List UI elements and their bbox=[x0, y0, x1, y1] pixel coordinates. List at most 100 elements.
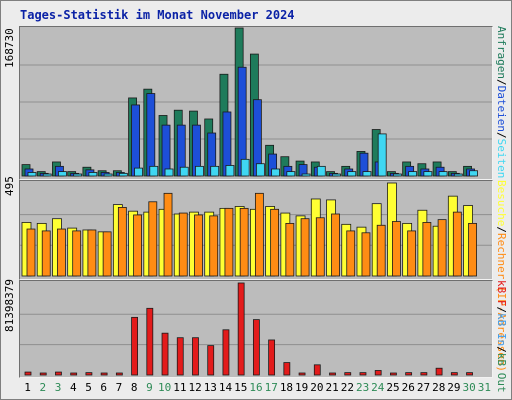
bar-kb-f-day-13 bbox=[207, 345, 215, 376]
day-label-14: 14 bbox=[218, 381, 233, 394]
bar-kb-f-day-19 bbox=[298, 372, 306, 376]
day-label-12: 12 bbox=[188, 381, 202, 394]
bar-kb-f-day-12 bbox=[192, 337, 199, 376]
day-label-13: 13 bbox=[203, 381, 217, 394]
day-label-23: 23 bbox=[355, 381, 370, 394]
bar-seiten-day-7 bbox=[118, 172, 128, 177]
page-title: Tages-Statistik im Monat November 2024 bbox=[20, 8, 295, 22]
bar-kb-f-day-22 bbox=[344, 372, 352, 376]
bar-rechner-day-3 bbox=[57, 228, 66, 277]
bar-seiten-day-21 bbox=[332, 173, 341, 177]
bar-rechner-day-11 bbox=[178, 212, 188, 277]
bar-seiten-day-14 bbox=[225, 165, 235, 177]
day-label-17: 17 bbox=[264, 381, 278, 394]
bar-seiten-day-16 bbox=[255, 163, 265, 177]
bar-seiten-day-23 bbox=[362, 171, 372, 177]
bar-seiten-day-25 bbox=[393, 173, 402, 177]
bar-seiten-day-4 bbox=[73, 173, 83, 177]
day-label-1: 1 bbox=[24, 381, 31, 394]
day-label-24: 24 bbox=[371, 381, 385, 394]
bar-seiten-day-2 bbox=[42, 173, 52, 177]
bar-kb-f-day-25 bbox=[390, 372, 397, 376]
bar-rechner-day-16 bbox=[254, 192, 264, 277]
bar-rechner-day-21 bbox=[331, 213, 340, 277]
bar-seiten-day-27 bbox=[423, 171, 433, 177]
bar-rechner-day-20 bbox=[315, 217, 325, 277]
bar-seiten-day-26 bbox=[408, 171, 418, 177]
bar-rechner-day-1 bbox=[26, 228, 36, 277]
bar-rechner-day-23 bbox=[361, 232, 371, 277]
bar-seiten-day-28 bbox=[438, 171, 448, 177]
bar-seiten-day-20 bbox=[316, 165, 326, 177]
bar-rechner-day-30 bbox=[468, 222, 477, 277]
day-label-11: 11 bbox=[173, 381, 187, 394]
bar-kb-f-day-14 bbox=[222, 329, 230, 376]
bar-seiten-day-29 bbox=[453, 173, 463, 177]
day-label-22: 22 bbox=[340, 381, 354, 394]
bar-rechner-day-14 bbox=[224, 207, 234, 277]
bar-kb-f-day-10 bbox=[161, 332, 169, 376]
bar-seiten-day-19 bbox=[301, 173, 311, 177]
bar-rechner-day-29 bbox=[452, 211, 462, 277]
bar-rechner-day-8 bbox=[133, 214, 142, 277]
bar-seiten-day-8 bbox=[134, 167, 143, 177]
bar-rechner-day-22 bbox=[346, 230, 356, 277]
day-label-21: 21 bbox=[325, 381, 339, 394]
day-label-29: 29 bbox=[447, 381, 461, 394]
bar-seiten-day-11 bbox=[179, 166, 189, 177]
bar-rechner-day-19 bbox=[300, 218, 310, 277]
bar-kb-f-day-7 bbox=[115, 372, 123, 376]
bar-seiten-day-1 bbox=[27, 172, 37, 177]
bar-rechner-day-27 bbox=[422, 222, 432, 277]
bar-seiten-day-12 bbox=[195, 165, 204, 177]
bar-rechner-day-28 bbox=[437, 219, 447, 277]
bar-kb-f-day-24 bbox=[374, 370, 382, 376]
bar-dateien-day-10 bbox=[161, 124, 171, 177]
bar-kb-f-day-26 bbox=[405, 372, 413, 376]
bar-kb-f-day-1 bbox=[24, 371, 32, 376]
bar-kb-f-day-2 bbox=[39, 372, 47, 376]
bar-kb-f-day-5 bbox=[85, 372, 93, 376]
bar-seiten-day-13 bbox=[210, 165, 220, 177]
bar-kb-f-day-23 bbox=[359, 372, 367, 376]
day-label-28: 28 bbox=[432, 381, 446, 394]
bar-rechner-day-15 bbox=[239, 207, 249, 277]
bar-rechner-day-18 bbox=[285, 222, 295, 277]
bar-rechner-day-25 bbox=[392, 221, 401, 277]
day-label-10: 10 bbox=[158, 381, 172, 394]
bar-kb-f-day-9 bbox=[146, 307, 154, 376]
bar-rechner-day-4 bbox=[72, 230, 82, 277]
bar-kb-f-day-4 bbox=[70, 372, 78, 376]
bar-rechner-day-7 bbox=[117, 207, 127, 277]
bar-dateien-day-8 bbox=[131, 104, 140, 177]
bar-seiten-day-24 bbox=[377, 133, 387, 177]
day-label-3: 3 bbox=[54, 381, 62, 394]
bar-rechner-day-12 bbox=[194, 214, 203, 277]
day-label-7: 7 bbox=[115, 381, 123, 394]
bar-seiten-day-15 bbox=[240, 158, 250, 177]
bar-kb-f-day-16 bbox=[252, 319, 260, 376]
day-label-5: 5 bbox=[85, 381, 92, 394]
bar-seiten-day-30 bbox=[469, 170, 478, 177]
day-label-4: 4 bbox=[69, 381, 77, 394]
day-label-27: 27 bbox=[416, 381, 431, 394]
bar-kb-f-day-30 bbox=[466, 372, 473, 376]
bar-kb-f-day-3 bbox=[55, 371, 62, 376]
day-label-30: 30 bbox=[462, 381, 476, 394]
bar-kb-f-day-17 bbox=[268, 339, 276, 376]
bar-dateien-day-9 bbox=[146, 93, 156, 177]
bar-kb-f-day-21 bbox=[329, 372, 336, 376]
bar-seiten-day-6 bbox=[103, 173, 113, 177]
bar-rechner-day-5 bbox=[87, 229, 97, 277]
bar-kb-f-day-28 bbox=[435, 367, 443, 376]
bar-seiten-day-10 bbox=[164, 168, 174, 177]
day-label-31: 31 bbox=[477, 381, 491, 394]
bar-kb-f-day-18 bbox=[283, 362, 291, 376]
bar-seiten-day-17 bbox=[271, 168, 281, 177]
bar-seiten-day-5 bbox=[88, 172, 98, 177]
bar-rechner-day-26 bbox=[407, 230, 417, 277]
bar-kb-f-day-27 bbox=[420, 372, 428, 376]
day-label-15: 15 bbox=[234, 381, 248, 394]
